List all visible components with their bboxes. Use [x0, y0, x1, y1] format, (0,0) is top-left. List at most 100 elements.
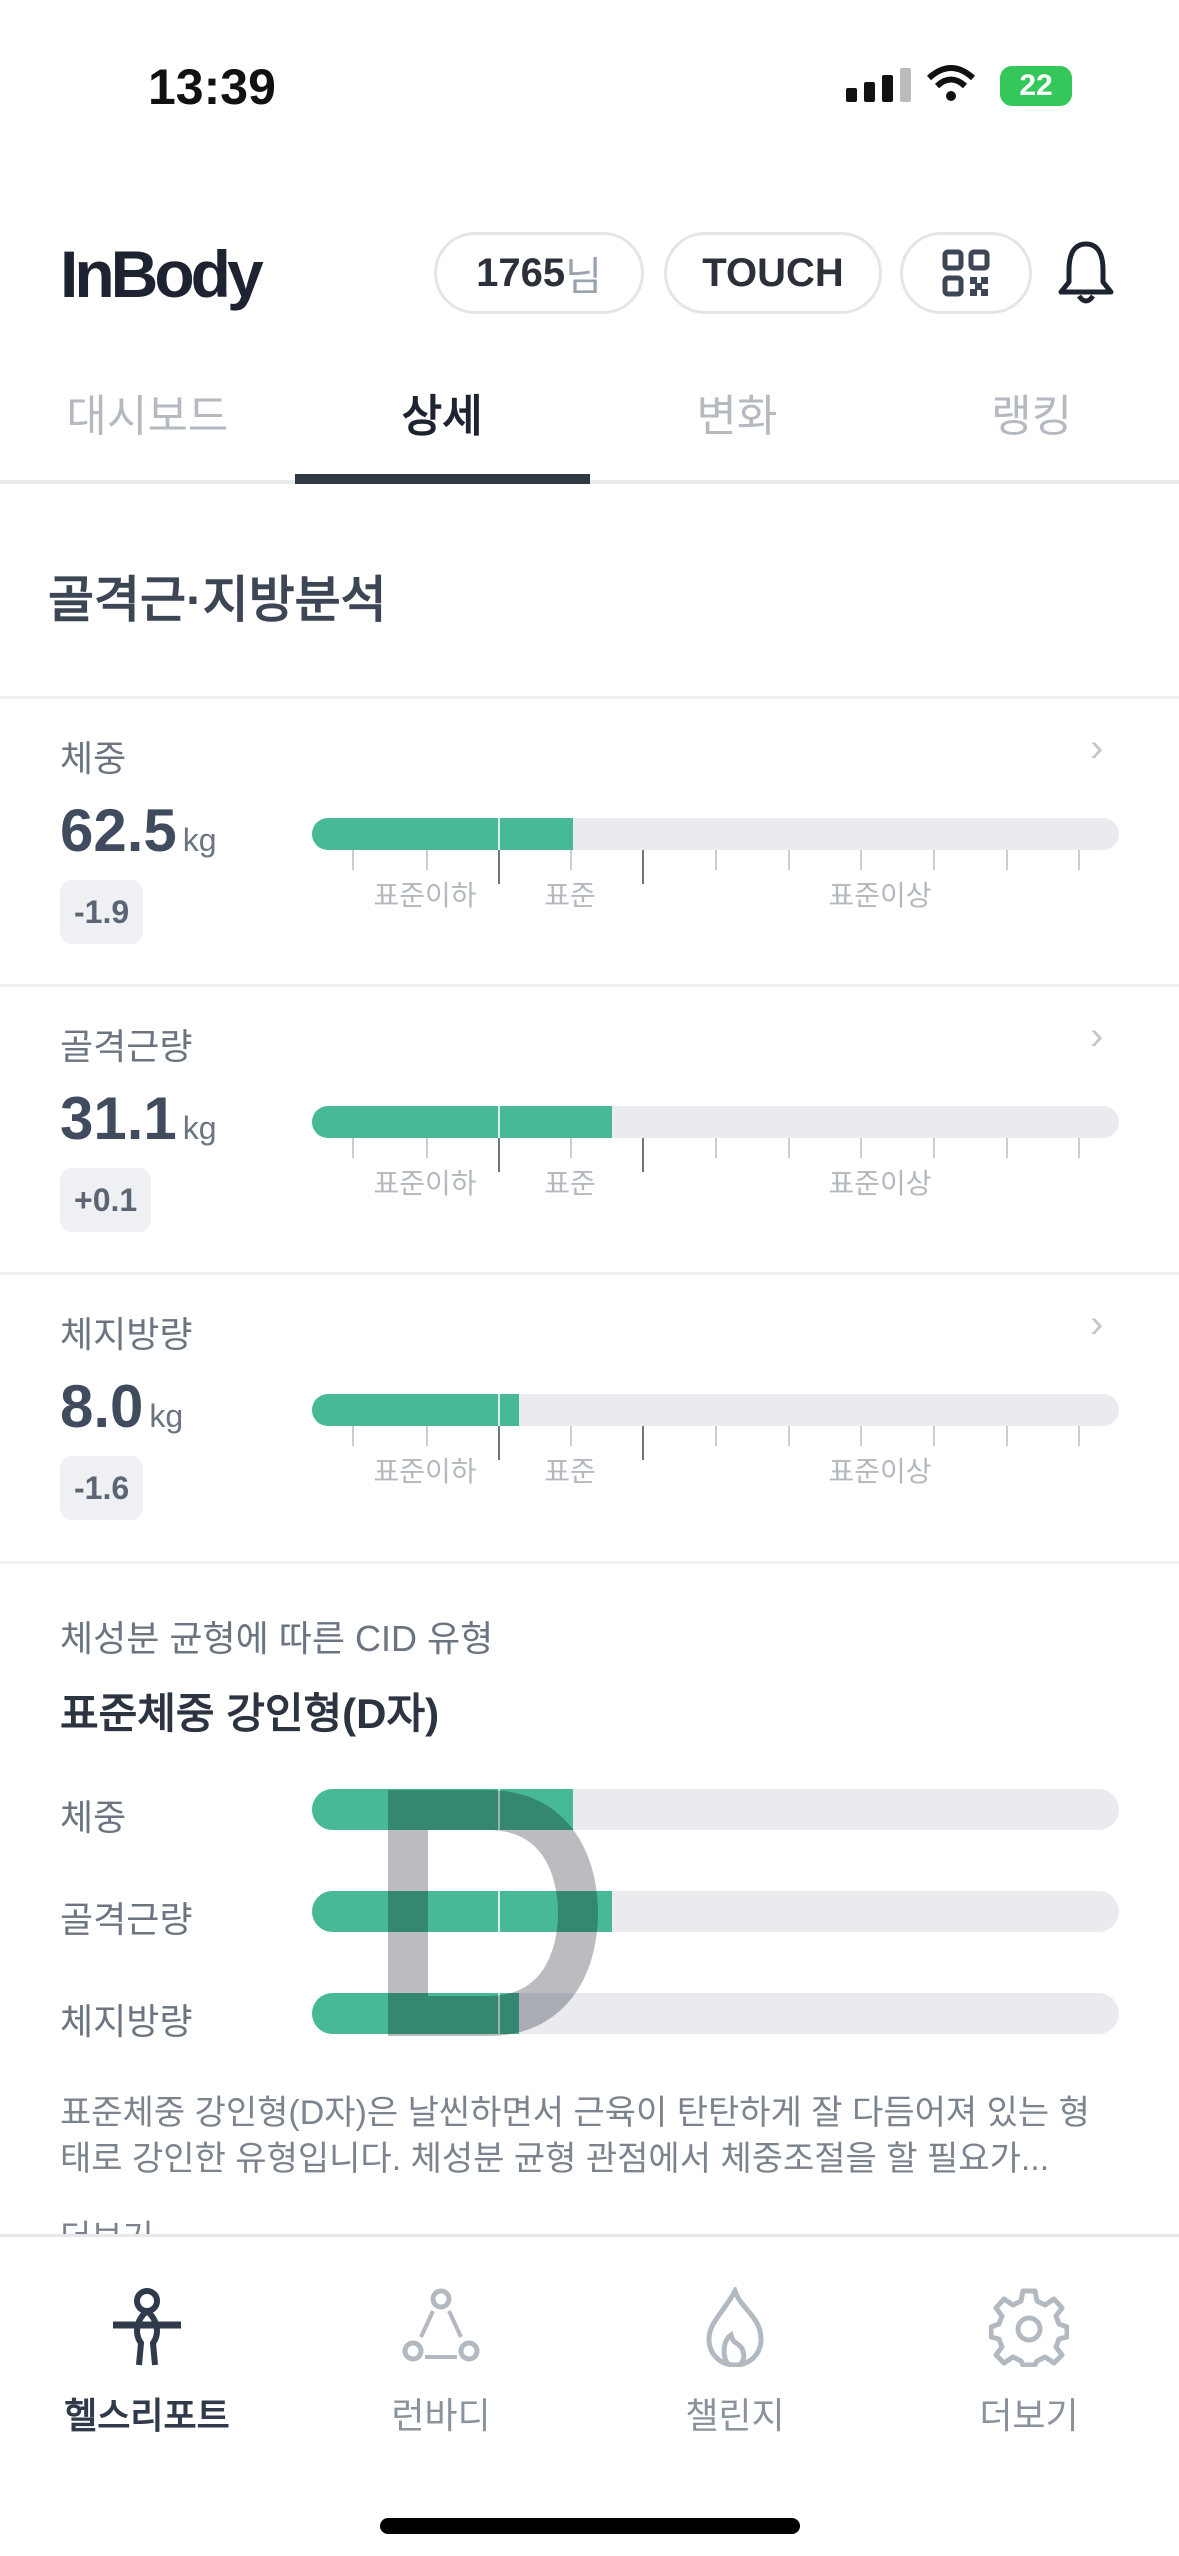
scale-tick [352, 1138, 354, 1158]
scale-tick [570, 850, 572, 870]
scale-tick [788, 850, 790, 870]
home-indicator [380, 2518, 800, 2534]
nav-label: 챌린지 [685, 2395, 785, 2436]
scale-tick [570, 1138, 572, 1158]
nav-label: 런바디 [391, 2395, 491, 2436]
status-time: 13:39 [148, 59, 276, 115]
scale-tick [715, 850, 717, 870]
nav-runbody[interactable]: 런바디 [294, 2287, 588, 2439]
scale-tick [642, 1426, 644, 1460]
inbody-logo: InBody [60, 237, 264, 311]
scale-tick [1078, 1138, 1080, 1158]
scale-tick [1078, 850, 1080, 870]
metric-bar-fill [312, 1106, 613, 1138]
scale-tick [715, 1138, 717, 1158]
scale-tick [642, 1138, 644, 1172]
scale-tick [933, 850, 935, 870]
user-number: 1765 [476, 250, 566, 295]
scale-tick [426, 1138, 428, 1158]
qr-button[interactable] [900, 232, 1032, 314]
metric-value: 62.5 kg [60, 797, 217, 864]
nav-challenge[interactable]: 챌린지 [588, 2287, 882, 2439]
scale-label-standard: 표준 [544, 1168, 596, 1199]
scale-tick [1006, 1138, 1008, 1158]
metric-delta-badge: +0.1 [60, 1168, 152, 1232]
metric-bar-fill [312, 1394, 520, 1426]
cid-row-label: 골격근량 [60, 1899, 193, 1940]
gear-icon [989, 2288, 1069, 2367]
qr-code-icon [942, 249, 990, 297]
nav-label: 헬스리포트 [64, 2395, 230, 2436]
bar-separator [498, 818, 500, 850]
chevron-right-icon[interactable]: › [1090, 726, 1104, 770]
touch-button[interactable]: TOUCH [664, 232, 882, 314]
wifi-icon [926, 65, 976, 101]
scale-tick [860, 850, 862, 870]
scale-tick [788, 1426, 790, 1446]
chevron-right-icon[interactable]: › [1090, 1014, 1104, 1058]
cid-row-label: 체중 [60, 1797, 127, 1838]
nav-health-report[interactable]: 헬스리포트 [0, 2287, 294, 2439]
share-nodes-icon [402, 2288, 480, 2362]
cid-row-label: 체지방량 [60, 2001, 193, 2042]
chevron-right-icon[interactable]: › [1090, 1302, 1104, 1346]
tab-detail[interactable]: 상세 [294, 370, 590, 484]
tab-change[interactable]: 변화 [696, 392, 778, 441]
cid-subtitle: 체성분 균형에 따른 CID 유형 [60, 1618, 494, 1659]
metric-bar [312, 1106, 1119, 1138]
scale-label-above: 표준이상 [828, 1168, 932, 1199]
metric-bar [312, 818, 1119, 850]
scale-label-below: 표준이하 [373, 880, 477, 911]
nav-label: 더보기 [979, 2395, 1079, 2436]
metric-delta-badge: -1.9 [60, 880, 144, 944]
metric-value: 8.0 kg [60, 1373, 184, 1440]
scale-label-above: 표준이상 [828, 1456, 932, 1487]
divider [0, 984, 1179, 987]
cid-letter-d-graphic [388, 1790, 599, 2036]
user-suffix: 님 [565, 255, 602, 299]
scale-tick [498, 850, 500, 884]
metric-bar [312, 1394, 1119, 1426]
scale-label-above: 표준이상 [828, 880, 932, 911]
section-title: 골격근·지방분석 [48, 572, 387, 628]
scale-tick [570, 1426, 572, 1446]
scale-tick [933, 1138, 935, 1158]
divider [0, 1272, 1179, 1275]
scale-tick [352, 1426, 354, 1446]
scale-tick [426, 1426, 428, 1446]
tab-bar: 대시보드 상세 변화 랭킹 [0, 370, 1179, 484]
scale-tick [642, 850, 644, 884]
scale-tick [498, 1138, 500, 1172]
scale-tick [860, 1138, 862, 1158]
scale-tick [860, 1426, 862, 1446]
metric-value: 31.1 kg [60, 1085, 217, 1152]
metric-label: 체중 [60, 738, 127, 779]
scale-tick [1006, 1426, 1008, 1446]
tab-ranking[interactable]: 랭킹 [991, 392, 1073, 441]
scale-tick [715, 1426, 717, 1446]
scale-label-standard: 표준 [544, 1456, 596, 1487]
scale-label-below: 표준이하 [373, 1168, 477, 1199]
flame-icon [706, 2287, 764, 2367]
divider [0, 696, 1179, 699]
signal-icon [846, 68, 911, 102]
cid-description: 표준체중 강인형(D자)은 날씬하면서 근육이 탄탄하게 잘 다듬어져 있는 형… [60, 2094, 1090, 2178]
bar-separator [498, 1891, 500, 1932]
scale-label-standard: 표준 [544, 880, 596, 911]
scale-tick [426, 850, 428, 870]
user-button[interactable]: 1765 님 [434, 232, 644, 314]
cid-title: 표준체중 강인형(D자) [60, 1690, 440, 1737]
scale-tick [788, 1138, 790, 1158]
tab-dashboard[interactable]: 대시보드 [66, 392, 229, 441]
scale-label-below: 표준이하 [373, 1456, 477, 1487]
bell-icon[interactable] [1056, 240, 1116, 308]
scale-tick [498, 1426, 500, 1460]
bar-separator [498, 1106, 500, 1138]
metric-label: 골격근량 [60, 1026, 193, 1067]
scale-tick [933, 1426, 935, 1446]
scale-tick [352, 850, 354, 870]
scale-tick [1078, 1426, 1080, 1446]
nav-more[interactable]: 더보기 [882, 2287, 1176, 2439]
battery-indicator: 22 [1000, 66, 1072, 106]
divider [0, 1561, 1179, 1564]
